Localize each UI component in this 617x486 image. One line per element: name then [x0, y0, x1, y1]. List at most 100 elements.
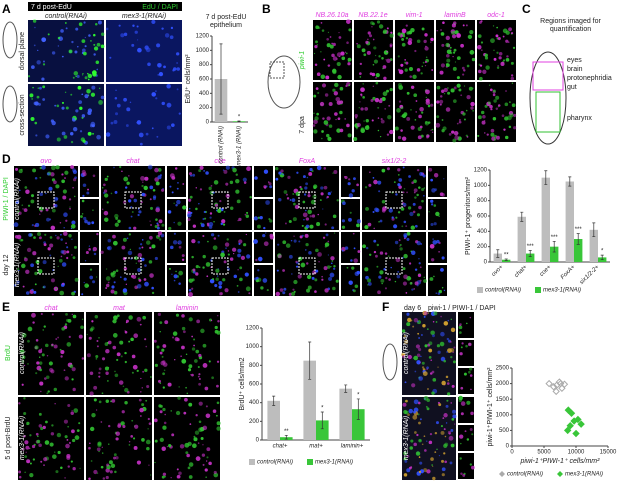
micrograph-cell — [479, 76, 483, 81]
micrograph-cell — [113, 120, 118, 124]
micrograph-cell — [347, 62, 351, 66]
micrograph-cell — [399, 243, 402, 247]
micrograph-cell — [175, 204, 178, 207]
micrograph-cell — [67, 403, 71, 407]
micrograph-cell — [57, 45, 60, 47]
micrograph-cell — [162, 344, 167, 348]
micrograph-cell — [397, 211, 401, 214]
micrograph-cell — [65, 443, 70, 449]
micrograph-cell — [397, 270, 400, 273]
micrograph-cell — [356, 223, 360, 228]
micrograph-cell — [64, 477, 66, 479]
micrograph-cell — [108, 460, 113, 465]
micrograph — [14, 232, 78, 296]
micrograph-cell — [175, 270, 177, 273]
micrograph-cell — [217, 319, 220, 323]
micrograph-cell — [456, 122, 459, 125]
micrograph-cell — [389, 87, 393, 92]
micrograph-cell — [51, 51, 56, 55]
micrograph-cell — [381, 282, 383, 285]
micrograph-cell — [189, 423, 192, 425]
micrograph-cell — [54, 204, 58, 208]
micrograph-cell — [434, 431, 438, 435]
micrograph-cell — [436, 344, 441, 348]
micrograph-cell — [137, 252, 143, 258]
micrograph-cell — [51, 424, 54, 427]
micrograph-cell — [21, 204, 24, 207]
micrograph-cell — [197, 442, 200, 444]
micrograph-cell — [21, 263, 26, 269]
micrograph-cell — [400, 207, 405, 211]
micrograph-cell — [513, 113, 517, 117]
micrograph-cell — [176, 468, 179, 471]
micrograph-cell — [397, 55, 400, 58]
micrograph-cell — [208, 186, 212, 191]
micrograph — [101, 232, 165, 296]
micrograph-cell — [44, 440, 50, 445]
micrograph-cell — [450, 327, 456, 333]
micrograph-cell — [372, 177, 375, 179]
micrograph-cell — [122, 385, 125, 388]
micrograph-cell — [488, 84, 491, 86]
micrograph-cell — [185, 386, 187, 389]
micrograph-cell — [16, 234, 22, 240]
micrograph-cell — [447, 430, 452, 435]
micrograph-cell — [108, 424, 111, 428]
micrograph-cell — [404, 58, 407, 61]
micrograph-cell — [151, 286, 154, 290]
micrograph-cell — [38, 424, 43, 428]
micrograph-cell — [439, 341, 445, 347]
micrograph-cell — [118, 380, 124, 385]
micrograph-cell — [420, 355, 422, 358]
micrograph-cell — [68, 441, 72, 445]
micrograph-cell — [391, 216, 394, 219]
micrograph-cell — [121, 410, 125, 414]
micrograph-cell — [164, 475, 166, 478]
micrograph-cell — [208, 222, 214, 227]
micrograph-cell — [317, 91, 320, 94]
micrograph-cell — [82, 172, 87, 177]
micrograph-cell — [105, 287, 108, 289]
micrograph-cell — [184, 397, 188, 402]
micrograph-cell — [288, 254, 293, 259]
micrograph-cell — [216, 384, 219, 388]
micrograph-cell — [434, 188, 438, 192]
region-box — [535, 91, 561, 133]
micrograph-cell — [458, 398, 462, 403]
micrograph-cell — [38, 412, 42, 416]
micrograph — [154, 312, 220, 395]
micrograph-cell — [428, 211, 430, 213]
micrograph-cell — [359, 72, 362, 75]
micrograph-cell — [42, 425, 46, 430]
micrograph-cell — [317, 252, 322, 257]
micrograph-cell — [207, 240, 209, 243]
micrograph-cell — [114, 190, 118, 194]
micrograph-cell — [195, 414, 198, 417]
micrograph-cell — [403, 335, 407, 338]
label: 7 dpa — [299, 116, 306, 134]
micrograph-cell — [466, 64, 470, 68]
micrograph-cell — [37, 435, 39, 438]
micrograph-cell — [386, 89, 389, 93]
micrograph-cell — [398, 239, 401, 242]
micrograph-cell — [181, 345, 185, 350]
micrograph-cell — [81, 93, 84, 96]
micrograph-cell — [305, 249, 307, 251]
micrograph-cell — [465, 134, 468, 137]
micrograph-cell — [454, 61, 457, 63]
micrograph-cell — [282, 240, 287, 245]
micrograph — [14, 166, 78, 230]
micrograph-cell — [348, 28, 352, 32]
micrograph-cell — [285, 243, 291, 248]
micrograph-cell — [492, 93, 496, 97]
micrograph-cell — [463, 69, 466, 72]
micrograph-cell — [72, 438, 76, 443]
micrograph-cell — [197, 375, 200, 378]
micrograph-cell — [344, 175, 346, 178]
micrograph-cell — [113, 453, 117, 457]
micrograph-cell — [433, 311, 438, 316]
label: * — [238, 115, 241, 121]
micrograph-cell — [433, 204, 437, 207]
micrograph-cell — [302, 212, 308, 218]
micrograph-cell — [169, 173, 175, 179]
